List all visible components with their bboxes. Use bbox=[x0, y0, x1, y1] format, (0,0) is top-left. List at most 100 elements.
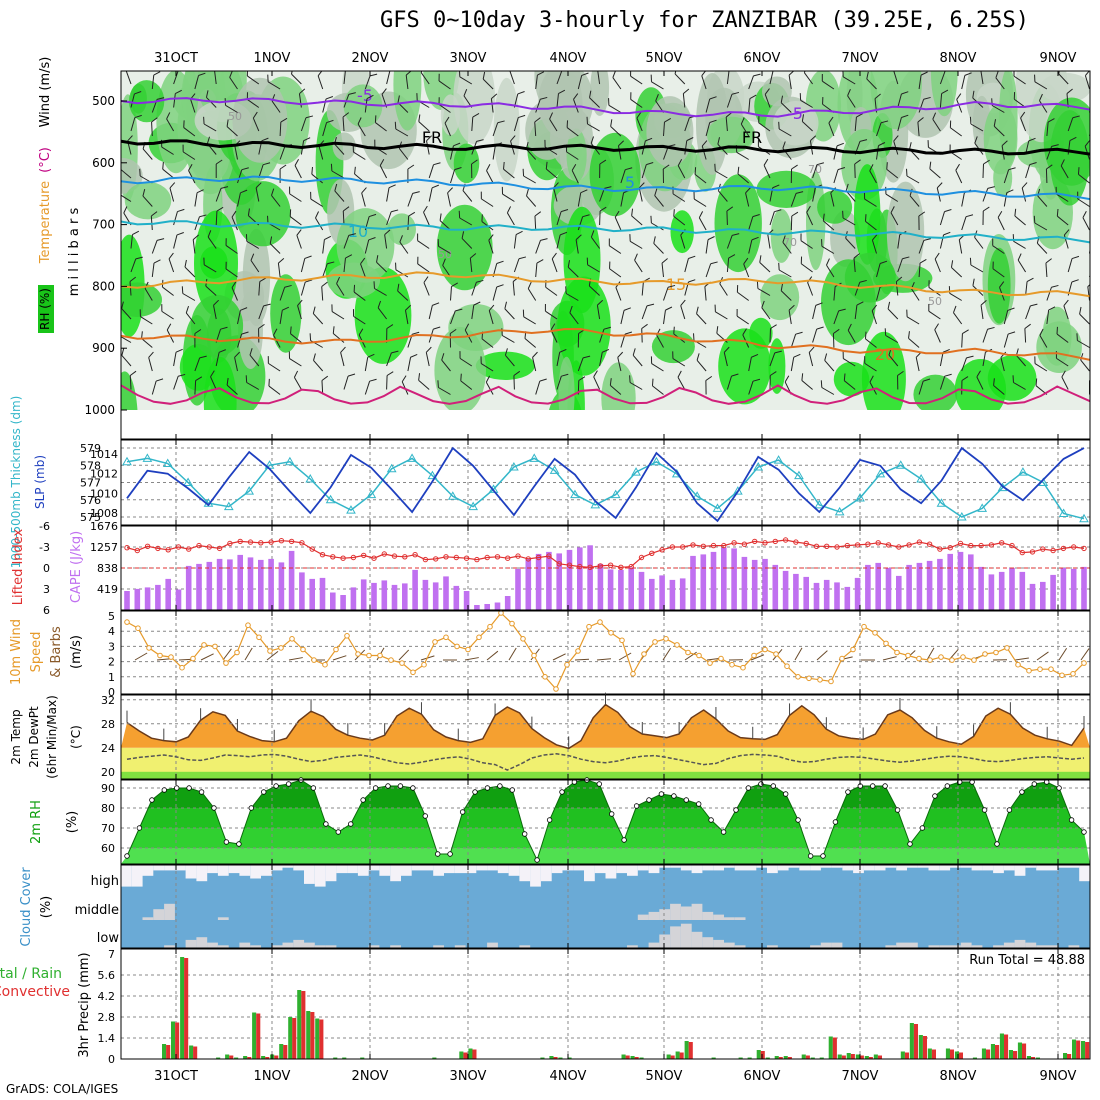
wind-barb-staff bbox=[610, 126, 622, 137]
wind-barb-staff bbox=[1034, 222, 1048, 231]
wind-barb-flag bbox=[129, 276, 137, 282]
wind-barb-staff bbox=[247, 99, 260, 108]
cloud-panel bbox=[120, 864, 1091, 949]
wind-barb-staff bbox=[885, 193, 899, 202]
cape-tick-label: 838 bbox=[97, 562, 118, 575]
wind-barb bbox=[267, 74, 281, 90]
surface-barb-staff bbox=[882, 656, 897, 661]
wind-barb bbox=[908, 331, 920, 348]
wind-barb-staff bbox=[1014, 215, 1026, 226]
wind-barb-staff bbox=[438, 104, 451, 113]
wind-barb-staff bbox=[534, 215, 537, 231]
wind-speed-point bbox=[399, 660, 405, 666]
wind-barb-flag bbox=[764, 88, 770, 95]
wind-barb bbox=[812, 302, 823, 320]
wind-barb-flag bbox=[742, 328, 747, 336]
wind-barb bbox=[321, 375, 329, 395]
cloud-high-cell bbox=[777, 865, 789, 871]
surface-wind-barb bbox=[156, 658, 171, 661]
pressure-tick-label: 700 bbox=[92, 218, 115, 232]
wind-barb-staff bbox=[486, 170, 494, 184]
wind-barb-flag bbox=[289, 186, 291, 194]
wind-barb-flag bbox=[327, 261, 335, 265]
wind-barb bbox=[184, 259, 196, 278]
wind-barb-flag bbox=[156, 238, 165, 241]
wind-barb-flag bbox=[698, 211, 704, 218]
wind-barb-flag bbox=[369, 378, 377, 382]
wind-barb-staff bbox=[654, 195, 664, 207]
wind-speed-point bbox=[377, 652, 383, 659]
cape-bar bbox=[319, 577, 326, 610]
wind-barb-flag bbox=[917, 117, 924, 123]
wind-barb-flag bbox=[701, 140, 708, 147]
wind-barb-flag bbox=[800, 233, 802, 241]
wind-barb bbox=[769, 371, 777, 390]
rh-blob bbox=[557, 276, 611, 376]
cloud-middle-cell bbox=[680, 906, 692, 920]
cloud-high-cell bbox=[874, 865, 886, 871]
thickness-point bbox=[285, 456, 295, 466]
wind-barb-staff bbox=[428, 305, 433, 320]
cloud-low-cell bbox=[723, 942, 735, 948]
cloud-low-cell bbox=[1046, 945, 1058, 948]
wind-barb-staff bbox=[565, 293, 579, 301]
wind-barb bbox=[663, 118, 671, 137]
cloud-high-cell bbox=[788, 865, 800, 868]
precip-total-bar bbox=[468, 1048, 473, 1059]
cape-tick-label: 419 bbox=[97, 583, 118, 596]
wind-barb-staff bbox=[1087, 286, 1090, 301]
cloud-high-cell bbox=[314, 865, 326, 887]
surface-wind-barb bbox=[596, 658, 611, 661]
cloud-high-cell bbox=[551, 865, 563, 874]
lifted-index-point bbox=[710, 542, 717, 549]
wind-barb-flag bbox=[544, 303, 546, 312]
wind-barb-staff bbox=[976, 376, 984, 390]
wind-barb bbox=[651, 378, 664, 395]
wind-barb-staff bbox=[737, 173, 750, 184]
cool-band bbox=[121, 771, 1090, 779]
surface-wind-barb bbox=[1014, 657, 1029, 661]
contour-label: 50 bbox=[438, 248, 452, 261]
rh-point bbox=[944, 783, 950, 789]
cape-bar bbox=[258, 559, 264, 610]
wind-barb bbox=[386, 350, 399, 367]
lifted-index-point bbox=[402, 554, 408, 560]
wind-barb-flag bbox=[1006, 189, 1014, 194]
thickness-point bbox=[1079, 513, 1089, 523]
cloud-high-cell bbox=[1079, 865, 1090, 882]
precip-total-bar bbox=[540, 1057, 545, 1059]
wind-barb-staff bbox=[778, 128, 792, 137]
wind-barb-flag bbox=[853, 253, 860, 259]
rh-point bbox=[633, 803, 640, 809]
rh-point bbox=[509, 787, 515, 793]
wind-barb bbox=[423, 205, 430, 226]
wind-barb-flag bbox=[127, 135, 133, 142]
upper-air-panel bbox=[120, 70, 1091, 440]
wind-barb-flag bbox=[801, 114, 805, 122]
cape-tick-label: 1676 bbox=[90, 520, 118, 533]
wind-barb-flag bbox=[263, 303, 271, 307]
wind-barb-flag bbox=[441, 353, 445, 361]
wind-barb-staff bbox=[182, 293, 196, 301]
wind-barb-staff bbox=[958, 239, 963, 254]
wind-barb bbox=[801, 114, 813, 132]
lifted-index-point bbox=[422, 556, 429, 563]
rh-blob bbox=[987, 355, 1037, 401]
wind-barb bbox=[322, 261, 335, 278]
precip-total-bar bbox=[333, 1057, 338, 1059]
thickness-point bbox=[509, 461, 519, 471]
wind-speed-point bbox=[729, 661, 735, 668]
wind-barb-staff bbox=[480, 363, 494, 372]
wind-barb-flag bbox=[299, 88, 306, 95]
wind-barb-flag bbox=[148, 351, 154, 358]
wind-barb-staff bbox=[194, 380, 197, 395]
precip-total-bar bbox=[252, 1012, 257, 1059]
cloud-middle-cell bbox=[217, 917, 229, 920]
wind-barb-flag bbox=[890, 206, 895, 213]
wind-barb-staff bbox=[726, 258, 730, 273]
wind-barb bbox=[969, 257, 984, 273]
wind-speed-point bbox=[872, 630, 878, 636]
wind-barb-staff bbox=[556, 211, 562, 226]
wind-barb-flag bbox=[1066, 88, 1073, 94]
wind-barb-flag bbox=[352, 309, 355, 317]
